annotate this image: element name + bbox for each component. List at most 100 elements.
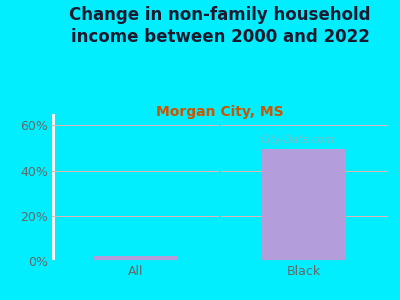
Bar — [54, 114, 55, 261]
Bar — [54, 114, 55, 261]
Bar — [53, 114, 55, 261]
Bar — [52, 114, 54, 261]
Bar — [53, 114, 54, 261]
Bar — [52, 114, 54, 261]
Bar — [52, 114, 54, 261]
Bar — [52, 114, 54, 261]
Bar — [53, 114, 55, 261]
Bar — [53, 114, 54, 261]
Bar — [53, 114, 54, 261]
Bar — [53, 114, 55, 261]
Bar — [54, 114, 55, 261]
Bar — [54, 114, 55, 261]
Bar — [53, 114, 55, 261]
Bar — [53, 114, 54, 261]
Bar — [52, 114, 54, 261]
Bar — [52, 114, 54, 261]
Bar — [52, 114, 54, 261]
Bar — [53, 114, 55, 261]
Bar — [53, 114, 55, 261]
Bar — [54, 114, 55, 261]
Bar — [53, 114, 54, 261]
Bar — [54, 114, 55, 261]
Bar — [53, 114, 55, 261]
Bar — [52, 114, 54, 261]
Bar — [52, 114, 54, 261]
Bar — [53, 114, 55, 261]
Bar — [52, 114, 54, 261]
Bar — [52, 114, 54, 261]
Bar — [262, 149, 346, 261]
Bar — [53, 114, 55, 261]
Bar — [52, 114, 54, 261]
Bar — [53, 114, 54, 261]
Bar — [52, 114, 54, 261]
Bar — [52, 114, 54, 261]
Bar — [53, 114, 54, 261]
Bar — [53, 114, 55, 261]
Bar — [54, 114, 55, 261]
Bar — [53, 114, 55, 261]
Bar — [52, 114, 54, 261]
Bar — [53, 114, 55, 261]
Bar — [53, 114, 55, 261]
Bar — [54, 114, 55, 261]
Bar — [52, 114, 54, 261]
Bar — [52, 114, 54, 261]
Bar — [53, 114, 54, 261]
Bar — [53, 114, 54, 261]
Bar — [53, 114, 54, 261]
Bar — [54, 114, 55, 261]
Bar — [52, 114, 54, 261]
Bar — [54, 114, 55, 261]
Bar — [53, 114, 55, 261]
Bar — [52, 114, 54, 261]
Bar — [52, 114, 54, 261]
Bar — [53, 114, 55, 261]
Bar — [53, 114, 55, 261]
Bar — [53, 114, 54, 261]
Text: Morgan City, MS: Morgan City, MS — [156, 105, 284, 119]
Bar — [53, 114, 54, 261]
Bar — [53, 114, 55, 261]
Bar — [52, 114, 54, 261]
Bar — [52, 114, 54, 261]
Bar — [53, 114, 54, 261]
Bar — [54, 114, 55, 261]
Bar — [53, 114, 55, 261]
Bar — [53, 114, 54, 261]
Bar — [52, 114, 54, 261]
Bar — [54, 114, 55, 261]
Bar — [52, 114, 54, 261]
Bar — [52, 114, 54, 261]
Bar — [53, 114, 54, 261]
Bar — [53, 114, 54, 261]
Bar — [53, 114, 55, 261]
Bar — [54, 114, 55, 261]
Bar — [53, 114, 55, 261]
Bar — [54, 114, 55, 261]
Bar — [52, 114, 54, 261]
Bar — [52, 114, 54, 261]
Bar — [53, 114, 55, 261]
Bar — [53, 114, 55, 261]
Bar — [54, 114, 55, 261]
Bar — [53, 114, 55, 261]
Bar — [52, 114, 54, 261]
Bar — [54, 114, 55, 261]
Text: City-Data.com: City-Data.com — [260, 136, 334, 146]
Bar — [53, 114, 55, 261]
Bar — [54, 114, 55, 261]
Bar — [52, 114, 54, 261]
Bar — [53, 114, 55, 261]
Bar — [52, 114, 54, 261]
Bar — [53, 114, 55, 261]
Bar — [52, 114, 54, 261]
Bar — [52, 114, 54, 261]
Bar — [53, 114, 55, 261]
Bar — [53, 114, 54, 261]
Bar — [52, 114, 54, 261]
Bar — [52, 114, 54, 261]
Bar — [53, 114, 55, 261]
Bar — [54, 114, 55, 261]
